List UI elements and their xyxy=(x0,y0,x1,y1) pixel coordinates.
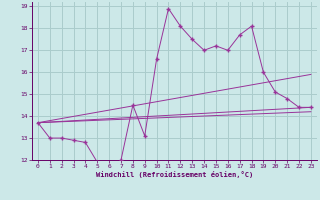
X-axis label: Windchill (Refroidissement éolien,°C): Windchill (Refroidissement éolien,°C) xyxy=(96,171,253,178)
